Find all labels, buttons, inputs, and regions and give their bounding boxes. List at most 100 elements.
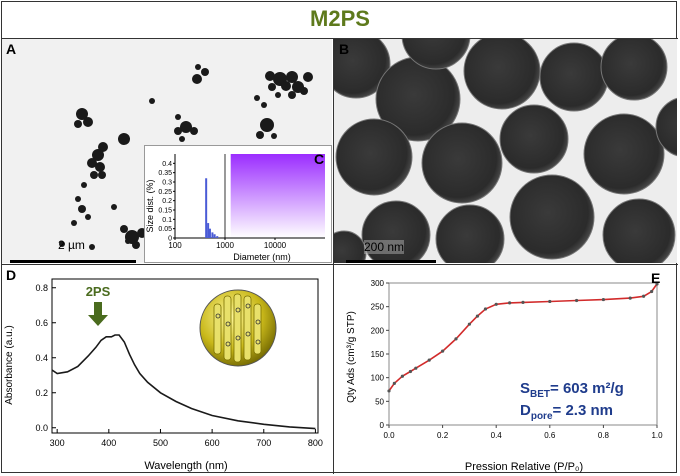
- isotherm-point: [521, 300, 525, 305]
- size-bar: [205, 178, 208, 238]
- isotherm-curve: [388, 283, 658, 392]
- size-y-tick-label: 0.05: [158, 226, 172, 233]
- isotherm-y-tick-label: 150: [371, 350, 385, 359]
- size-x-tick-label: 1000: [216, 241, 234, 250]
- isotherm-point: [548, 299, 552, 304]
- absorbance-y-tick-label: 0.4: [35, 353, 48, 363]
- isotherm-points: [387, 282, 659, 393]
- panel-a-label: A: [6, 41, 17, 57]
- row-divider: [1, 264, 678, 265]
- absorbance-x-tick-label: 300: [50, 438, 65, 448]
- size-bar: [208, 228, 211, 238]
- isotherm-y-tick-label: 250: [371, 303, 385, 312]
- scale-bar-b: [346, 260, 436, 263]
- absorbance-x-tick-label: 800: [308, 438, 323, 448]
- isotherm-x-tick-label: 1.0: [651, 431, 663, 440]
- size-x-tick-label: 10000: [264, 241, 287, 250]
- isotherm-point: [441, 349, 445, 353]
- mesoporous-spheres: [334, 39, 677, 263]
- absorbance-x-tick-label: 400: [101, 438, 116, 448]
- size-bar: [211, 232, 214, 238]
- isotherm-point: [642, 294, 646, 298]
- isotherm-point: [575, 298, 579, 303]
- absorbance-y-tick-label: 0.8: [35, 283, 48, 293]
- scale-bar-a: [10, 260, 136, 263]
- figure-title: M2PS: [310, 6, 370, 31]
- size-y-tick-label: 0.35: [158, 170, 172, 177]
- absorbance-x-tick-label: 600: [205, 438, 220, 448]
- size-bar: [207, 223, 210, 238]
- isotherm-point: [387, 389, 391, 393]
- absorbance-chart: 0.0 0.2 0.4 0.6 0.8 300 400 500 600 700 800 Absorb…: [4, 278, 323, 472]
- isotherm-point: [508, 301, 512, 305]
- panel-e: 0 50 100 150 200 250 300 0.0 0.2 0.4 0.6 0.8 1.0 Qty…: [334, 265, 677, 473]
- sbet-annotation: SBET= 603 m²/g: [520, 380, 624, 400]
- panel-d: 0.0 0.2 0.4 0.6 0.8 300 400 500 600 700 800 Absorb…: [2, 265, 332, 473]
- isotherm-point: [601, 297, 605, 302]
- size-distribution-chart: 0 0.05 0.1 0.15 0.2 0.25 0.3 0.35 0.4 100 1000 1000…: [145, 154, 325, 262]
- size-chart-axes: 0 0.05 0.1 0.15 0.2 0.25 0.3 0.35 0.4 100 1000 1000…: [158, 154, 325, 250]
- size-y-tick-label: 0.15: [158, 208, 172, 215]
- isotherm-x-tick-label: 0.6: [544, 431, 556, 440]
- panel-b-label: B: [339, 41, 350, 57]
- scale-bar-b-label: 200 nm: [364, 240, 405, 254]
- size-chart-bars: [205, 178, 219, 238]
- size-x-tick-label: 100: [168, 241, 182, 250]
- absorbance-y-tick-label: 0.6: [35, 318, 48, 328]
- isotherm-x-tick-label: 0.0: [383, 431, 395, 440]
- absorbance-x-tick-label: 500: [153, 438, 168, 448]
- peak-arrow-icon: [88, 302, 108, 326]
- absorbance-xlabel: Wavelength (nm): [144, 460, 227, 472]
- isotherm-point: [628, 296, 632, 300]
- absorbance-ylabel: Absorbance (a.u.): [4, 325, 15, 405]
- isotherm-y-tick-label: 100: [371, 374, 385, 383]
- isotherm-point: [494, 302, 498, 306]
- absorbance-y-tick-label: 0.2: [35, 388, 48, 398]
- isotherm-xlabel: Pression Relative (P/P₀): [465, 461, 583, 473]
- isotherm-point: [655, 282, 659, 286]
- isotherm-ylabel: Qty Ads (cm³/g STP): [346, 311, 357, 403]
- panel-d-label: D: [6, 267, 17, 283]
- size-range-shade: [230, 154, 325, 238]
- panel-b-spheres: [334, 39, 677, 263]
- size-chart-ylabel: Size dist. (%): [145, 179, 155, 232]
- size-y-tick-label: 0.3: [162, 180, 172, 187]
- isotherm-point: [414, 366, 418, 370]
- isotherm-x-tick-label: 0.8: [598, 431, 610, 440]
- isotherm-point: [454, 337, 458, 341]
- absorbance-plot-frame: [51, 278, 319, 434]
- mesoporous-particle-icon: [199, 289, 277, 367]
- isotherm-point: [467, 322, 471, 326]
- absorbance-y-tick-label: 0.0: [35, 423, 48, 433]
- isotherm-point: [483, 307, 488, 311]
- size-chart-xlabel: Diameter (nm): [233, 252, 291, 262]
- peak-annotation: 2PS: [86, 284, 111, 299]
- size-y-tick-label: 0.25: [158, 189, 172, 196]
- isotherm-point: [408, 369, 413, 374]
- isotherm-x-tick-label: 0.4: [491, 431, 503, 440]
- size-y-tick-label: 0.4: [162, 161, 172, 168]
- dpore-annotation: Dpore= 2.3 nm: [520, 402, 613, 422]
- isotherm-point: [650, 289, 654, 294]
- isotherm-point: [392, 381, 396, 385]
- absorbance-x-tick-label: 700: [256, 438, 271, 448]
- scale-bar-a-label: 2 µm: [58, 238, 85, 252]
- panel-e-label: E: [651, 270, 661, 286]
- panel-b-tem-image: B 200 nm: [334, 39, 677, 263]
- panel-c-label: C: [314, 151, 325, 167]
- size-y-tick-label: 0.1: [162, 217, 172, 224]
- isotherm-point: [475, 314, 480, 318]
- absorbance-curve: [51, 334, 316, 430]
- isotherm-y-tick-label: 300: [371, 279, 385, 288]
- size-bar: [216, 236, 219, 238]
- isotherm-axes: 0 50 100 150 200 250 300 0.0 0.2 0.4 0.6 0.8 1.0: [371, 279, 663, 440]
- isotherm-y-tick-label: 0: [380, 421, 385, 430]
- isotherm-y-tick-label: 200: [371, 326, 385, 335]
- size-y-tick-label: 0.2: [162, 198, 172, 205]
- absorbance-axes: 0.0 0.2 0.4 0.6 0.8 300 400 500 600 700 800: [35, 278, 323, 448]
- size-bar: [213, 234, 216, 238]
- isotherm-chart: 0 50 100 150 200 250 300 0.0 0.2 0.4 0.6 0.8 1.0 Qty…: [346, 279, 663, 473]
- isotherm-y-tick-label: 50: [375, 397, 384, 406]
- isotherm-point: [427, 358, 431, 362]
- panel-c-inset: 0 0.05 0.1 0.15 0.2 0.25 0.3 0.35 0.4 100 1000 1000…: [144, 145, 332, 263]
